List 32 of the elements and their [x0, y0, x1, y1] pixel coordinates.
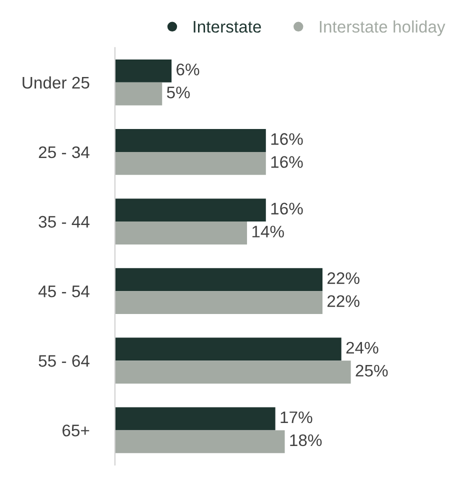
data-label: 14% — [252, 226, 284, 238]
y-tick-label: 65+ — [62, 424, 90, 436]
data-label: 16% — [271, 133, 303, 145]
y-tick-label: 25 - 34 — [38, 146, 90, 158]
data-label: 22% — [327, 272, 360, 284]
data-label: 25% — [356, 364, 388, 377]
bar — [114, 82, 162, 106]
data-label: 5% — [166, 86, 190, 98]
bar — [114, 152, 266, 175]
data-label: 18% — [290, 434, 322, 446]
bar — [114, 430, 285, 454]
bar — [114, 59, 172, 82]
bar — [114, 291, 322, 314]
data-label: 16% — [271, 202, 303, 215]
bar — [114, 198, 266, 222]
data-label: 17% — [280, 411, 312, 424]
y-tick-label: Under 25 — [22, 76, 90, 89]
legend-label: Interstate — [194, 21, 261, 33]
y-tick-label: 55 - 64 — [38, 355, 90, 367]
y-tick-label: 45 - 54 — [38, 286, 90, 298]
bar — [114, 268, 322, 292]
bar — [114, 222, 248, 244]
data-label: 24% — [346, 342, 378, 354]
bar — [114, 129, 266, 152]
data-label: 6% — [176, 64, 200, 76]
data-label: 16% — [271, 156, 303, 168]
bar — [114, 407, 276, 430]
bar — [114, 360, 351, 384]
y-tick-label: 35 - 44 — [38, 216, 90, 228]
data-label: 22% — [327, 295, 360, 307]
bar — [114, 338, 342, 361]
legend-label: Interstate holiday — [320, 20, 446, 36]
